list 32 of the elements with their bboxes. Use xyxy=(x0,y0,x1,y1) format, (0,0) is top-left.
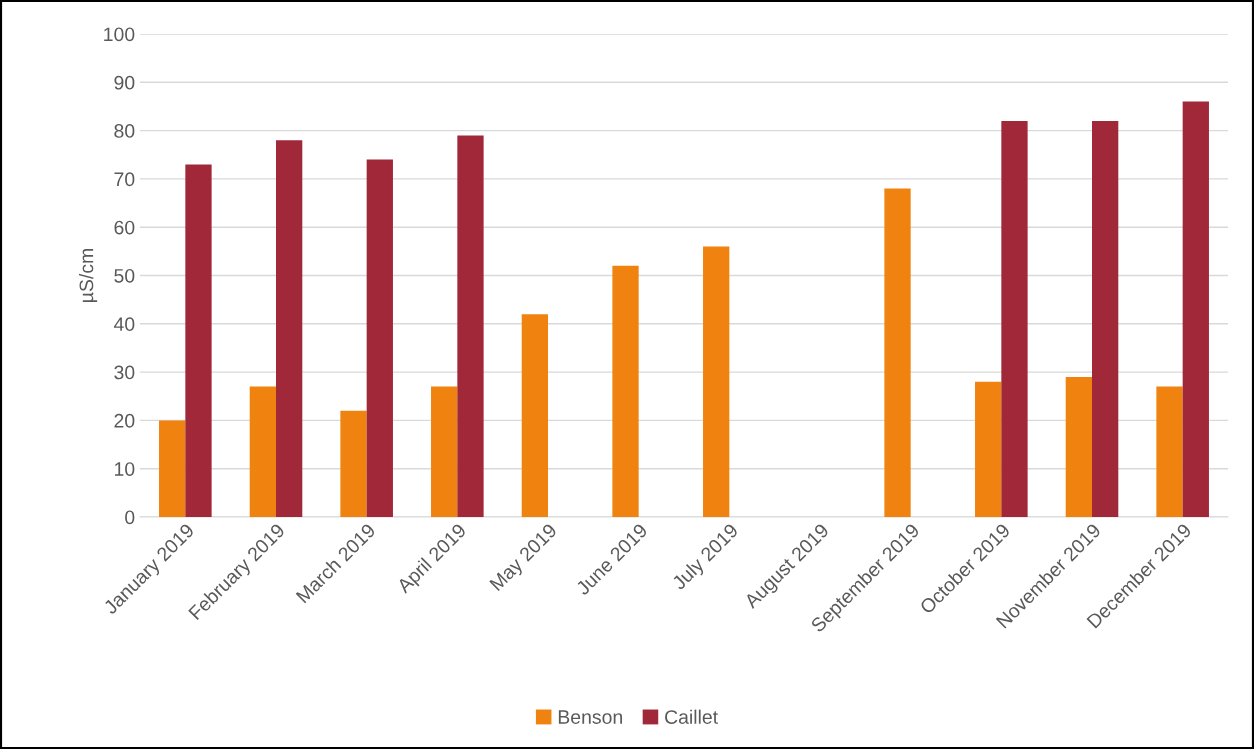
bar xyxy=(884,188,911,517)
bar xyxy=(1182,101,1209,517)
y-tick-label: 0 xyxy=(125,510,135,525)
legend-label: Caillet xyxy=(665,709,718,724)
bar xyxy=(185,164,212,517)
y-tick-label: 30 xyxy=(114,365,135,380)
bar xyxy=(521,314,548,517)
bar xyxy=(1092,120,1119,517)
bar xyxy=(366,159,393,517)
legend-label: Benson xyxy=(558,710,622,724)
y-tick-label: 10 xyxy=(115,462,135,476)
bar xyxy=(249,386,276,517)
bar xyxy=(975,381,1002,517)
y-tick-label: 80 xyxy=(114,124,135,138)
y-tick-label: 40 xyxy=(113,317,135,332)
bar xyxy=(703,246,730,517)
y-tick-label: 60 xyxy=(114,220,135,235)
y-tick-label: 20 xyxy=(114,413,135,428)
bar xyxy=(340,410,367,517)
bar xyxy=(1156,386,1183,517)
bar xyxy=(159,420,186,517)
y-tick-label: 70 xyxy=(114,172,135,187)
bar xyxy=(276,140,303,517)
y-axis-title: µS/cm xyxy=(79,249,98,302)
bar xyxy=(1065,376,1092,517)
bar xyxy=(431,386,458,517)
y-tick-label: 100 xyxy=(104,27,135,42)
bar xyxy=(1001,120,1028,517)
y-tick-label: 50 xyxy=(114,268,135,283)
y-tick-label: 90 xyxy=(114,75,135,90)
bar xyxy=(457,135,484,517)
bar xyxy=(612,265,639,517)
